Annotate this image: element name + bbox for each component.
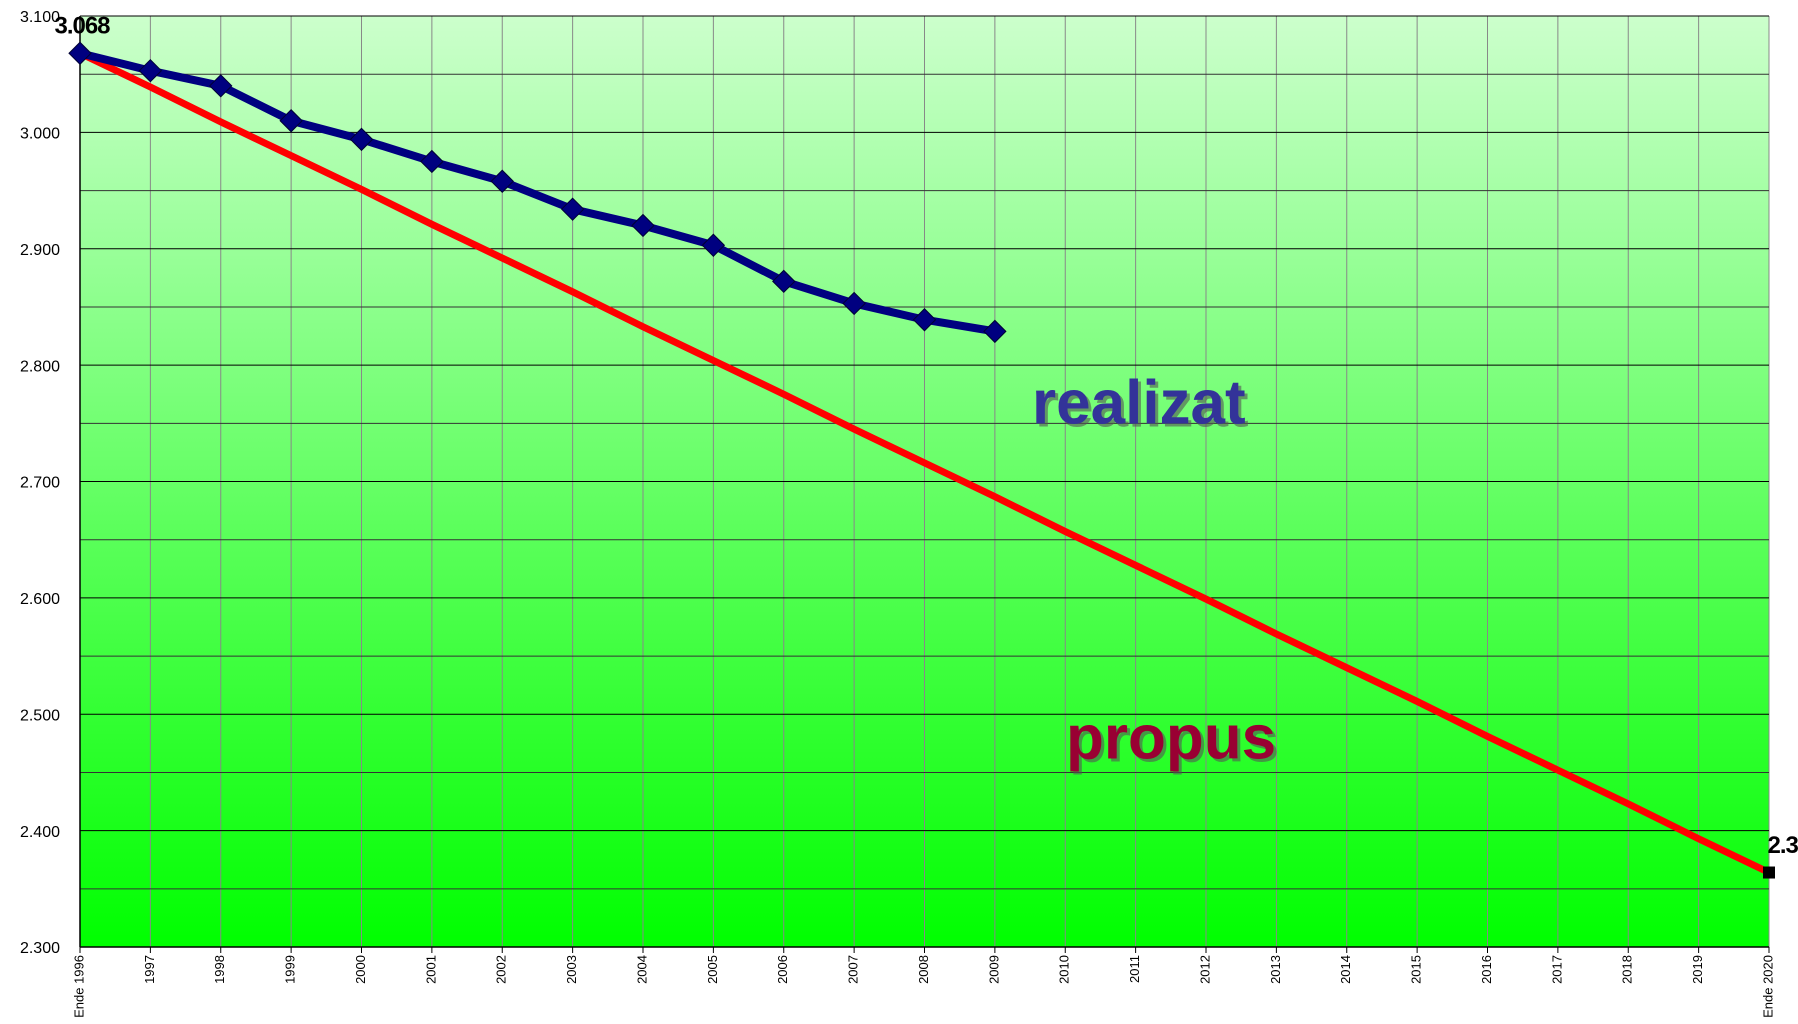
y-tick-label: 2.900 [20,242,60,259]
x-tick-label: 2003 [564,955,579,984]
series-line [78,50,1771,876]
x-tick-label: 2017 [1549,955,1564,984]
y-tick-label: 2.500 [20,707,60,724]
x-tick-label: 2019 [1690,955,1705,984]
marker [842,291,866,316]
x-tick-label: 2008 [916,955,931,984]
x-tick-label: 2000 [353,955,368,984]
x-tick-label: 2014 [1338,955,1353,984]
annotation-shadow: realizat [1035,371,1249,440]
y-tick-label: 3.100 [20,9,60,26]
x-tick-label: Ende 1996 [71,955,86,1018]
marker [420,149,444,174]
marker [68,41,92,65]
annotation: propus [1066,703,1276,772]
x-tick-label: 1997 [142,955,157,984]
x-tick-label: 2007 [846,955,861,984]
marker [490,169,514,193]
x-tick-label: 2009 [986,955,1001,984]
annotation: realizat [1032,368,1246,437]
x-tick-label: 2006 [775,955,790,984]
annotation-shadow: propus [1069,706,1279,775]
x-tick-label: 2018 [1620,955,1635,984]
marker [209,74,233,98]
x-tick-label: 2001 [423,955,438,984]
marker [772,269,796,294]
x-tick-label: 2010 [1057,955,1072,984]
marker [983,319,1007,344]
marker [349,127,374,152]
x-tick-label: 2016 [1479,955,1494,984]
marker [138,58,163,83]
x-tick-label: 2015 [1409,955,1424,984]
x-tick-label: 2012 [1197,955,1212,984]
y-tick-label: 2.400 [20,824,60,841]
marker [631,213,655,238]
x-tick-label: 2005 [705,955,720,984]
x-tick-label: 2013 [1268,955,1283,984]
marker [1763,866,1775,879]
y-tick-label: 2.600 [20,591,60,608]
marker [912,308,937,332]
y-tick-label: 2.300 [20,940,60,957]
x-tick-label: 2004 [634,955,649,984]
y-tick-label: 2.800 [20,358,60,375]
x-tick-label: 2002 [494,955,509,984]
x-tick-label: Ende 2020 [1760,955,1775,1018]
x-tick-label: 2011 [1127,955,1142,983]
x-tick-label: 1998 [212,955,227,984]
marker [560,197,585,221]
marker [279,109,303,133]
data-label: 3.068 [54,13,110,40]
series-line [79,49,996,336]
data-label: 2.364 [1767,832,1798,859]
y-tick-label: 2.700 [20,475,60,492]
marker [701,233,726,257]
x-tick-label: 1999 [283,955,298,984]
y-tick-label: 3.000 [20,126,60,143]
